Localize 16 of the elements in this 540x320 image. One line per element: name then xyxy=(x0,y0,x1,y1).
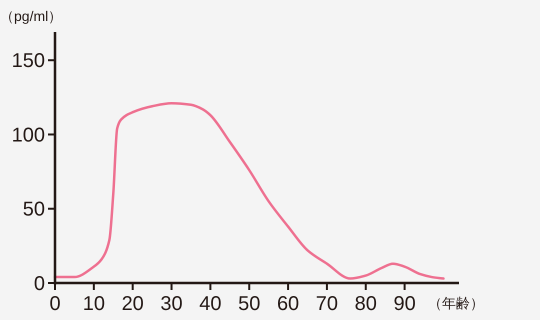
x-tick-label: 0 xyxy=(49,293,61,315)
y-axis-title: （pg/ml） xyxy=(0,8,62,24)
x-tick-label: 90 xyxy=(393,293,416,315)
x-tick-label: 30 xyxy=(160,293,183,315)
x-tick-label: 10 xyxy=(82,293,105,315)
x-tick-label: 80 xyxy=(354,293,377,315)
y-tick-label: 150 xyxy=(12,50,45,72)
x-axis-title: （年齢） xyxy=(428,295,484,311)
y-tick-label: 50 xyxy=(22,198,45,221)
x-tick-label: 20 xyxy=(122,293,144,315)
y-tick-label: 100 xyxy=(12,124,45,146)
x-tick-label: 40 xyxy=(199,293,222,315)
x-tick-label: 70 xyxy=(316,293,338,315)
y-tick-label: 0 xyxy=(34,273,45,295)
x-tick-label: 60 xyxy=(276,293,300,315)
x-tick-label: 50 xyxy=(238,293,260,315)
